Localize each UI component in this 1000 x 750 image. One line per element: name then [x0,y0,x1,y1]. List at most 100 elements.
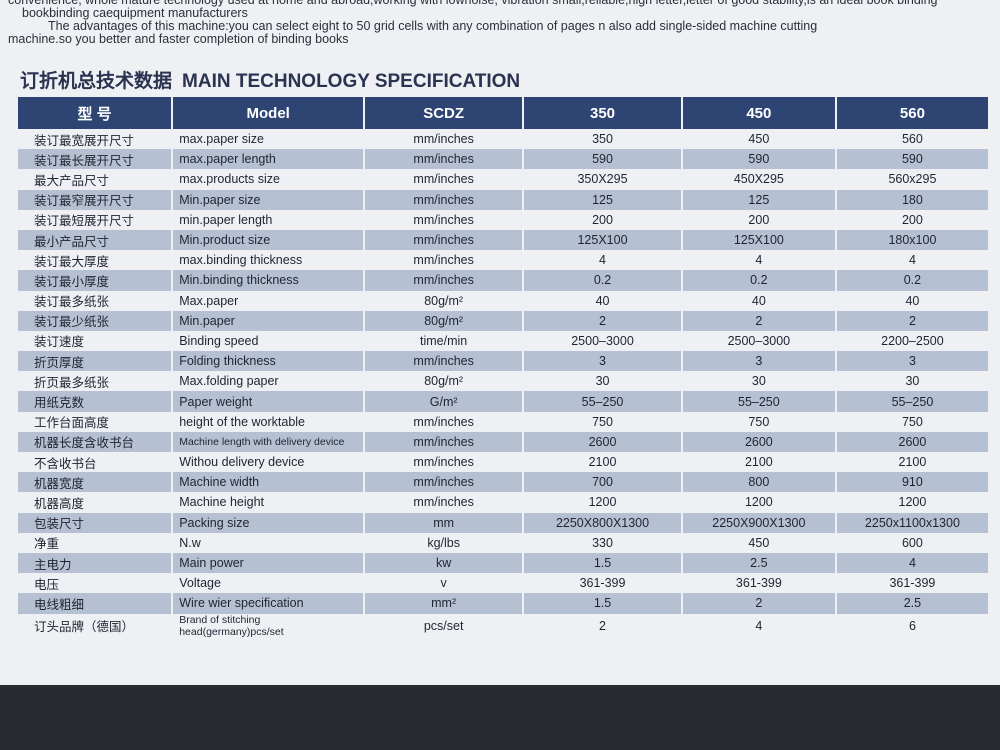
table-cell: 180 [835,189,991,210]
table-cell: 40 [835,290,991,311]
intro-line: convenience, whole mature technology use… [8,0,938,7]
table-row: 装订最短展开尺寸 min.paper length mm/inches 200 200 2… [18,209,991,230]
table-cell: 2100 [835,452,991,473]
table-cell: 3 [835,351,991,372]
table-row: 机器长度含收书台 Machine length with delivery dev… [18,431,991,452]
table-cell: 装订最长展开尺寸 [18,149,174,170]
table-row: 装订最少纸张 Min.paper 80g/m² 2 2 2 [18,310,991,331]
table-cell: Brand of stitching head(germany)pcs/set [172,613,366,638]
table-cell: 750 [681,411,837,432]
table-cell: mm/inches [364,229,525,251]
table-cell: 用纸克数 [18,391,174,412]
table-cell: 4 [681,250,837,271]
table-cell: 主电力 [18,552,174,574]
table-cell: 折页厚度 [18,351,174,372]
table-row: 机器高度 Machine height mm/inches 1200 1200 1200 [18,492,991,513]
intro-line: machine.so you better and faster complet… [8,32,349,46]
table-cell: 55–250 [835,391,991,412]
header-row: 型 号 Model SCDZ 350 450 560 [18,97,991,129]
table-cell: 125 [523,189,683,210]
table-cell: mm [364,512,525,533]
header-cell: 450 [681,97,837,129]
table-cell: pcs/set [364,613,525,638]
table-row: 电压 Voltage v 361-399 361-399 361-399 [18,573,991,594]
table-cell: 590 [681,149,837,170]
table-cell: Wire wier specification [172,593,366,614]
table-cell: 2 [681,593,837,614]
table-cell: 800 [681,472,837,493]
paper: convenience, whole mature technology use… [0,0,1000,685]
table-cell: 2 [835,310,991,331]
table-row: 订头品牌（德国） Brand of stitching head(germany)… [18,613,991,638]
table-row: 装订最窄展开尺寸 Min.paper size mm/inches 125 125 180 [18,189,991,210]
table-cell: 80g/m² [364,371,525,392]
table-cell: height of the worktable [172,411,366,432]
table-cell: 560 [835,129,991,150]
table-cell: mm/inches [364,189,525,210]
table-row: 折页最多纸张 Max.folding paper 80g/m² 30 30 30 [18,371,991,392]
table-cell: 6 [835,613,991,638]
table-cell: min.paper length [172,209,366,230]
table-cell: Min.paper [172,310,366,331]
table-row: 装订最大厚度 max.binding thickness mm/inches 4 4 4 [18,250,991,271]
table-cell: 2600 [681,431,837,452]
table-cell: 2500–3000 [523,330,683,352]
table-cell: 30 [681,371,837,392]
table-row: 工作台面高度 height of the worktable mm/inches 75… [18,411,991,432]
intro: convenience, whole mature technology use… [8,0,938,46]
table-cell: 2100 [523,452,683,473]
table-cell: 3 [523,351,683,372]
table-cell: 80g/m² [364,310,525,331]
table-row: 装订最多纸张 Max.paper 80g/m² 40 40 40 [18,290,991,311]
table-cell: 2 [523,613,683,638]
table-cell: 361-399 [681,573,837,594]
table-cell: 750 [835,411,991,432]
table-cell: 30 [835,371,991,392]
table-cell: 净重 [18,532,174,553]
table-row: 包装尺寸 Packing size mm 2250X800X1300 2250X900X… [18,512,991,533]
table-cell: 最小产品尺寸 [18,229,174,251]
table-cell: 450 [681,532,837,553]
table-cell: 450X295 [681,169,837,190]
table-cell: Min.paper size [172,189,366,210]
table-cell: G/m² [364,391,525,412]
table-cell: kg/lbs [364,532,525,553]
heading-chinese: 订折机总技术数据 [20,71,173,92]
table-cell: mm/inches [364,351,525,372]
table-cell: 3 [681,351,837,372]
table-cell: 700 [523,472,683,493]
table-cell: mm/inches [364,149,525,170]
table-cell: 361-399 [523,573,683,594]
table-cell: max.paper length [172,149,366,170]
table-cell: mm² [364,593,525,614]
table-cell: 机器宽度 [18,472,174,493]
table-row: 装订最长展开尺寸 max.paper length mm/inches 590 590 5… [18,149,991,170]
intro-line: bookbinding caequipment manufacturers [22,6,248,20]
table-cell: 机器长度含收书台 [18,431,174,452]
heading: 订折机总技术数据 MAIN TECHNOLOGY SPECIFICATION [20,66,520,93]
table-cell: 折页最多纸张 [18,371,174,392]
table-cell: 订头品牌（德国） [18,613,174,638]
table-cell: 1.5 [523,593,683,614]
table-cell: 560x295 [835,169,991,190]
table-cell: 0.2 [523,270,683,291]
table-cell: Folding thickness [172,351,366,372]
table-cell: Binding speed [172,330,366,352]
table-cell: 0.2 [681,270,837,291]
header-cell: 350 [523,97,683,129]
table-cell: 2.5 [681,552,837,574]
table-cell: kw [364,552,525,574]
table-cell: 350 [523,129,683,150]
table-cell: 590 [835,149,991,170]
table-cell: 30 [523,371,683,392]
table-cell: Min.binding thickness [172,270,366,291]
header-cell: SCDZ [364,97,525,129]
table-cell: 装订最少纸张 [18,310,174,331]
table-cell: 361-399 [835,573,991,594]
intro-line: The advantages of this machine:you can s… [48,19,818,33]
table-cell: 200 [523,209,683,230]
table-cell: 55–250 [523,391,683,412]
table-cell: mm/inches [364,270,525,291]
table-cell: 80g/m² [364,290,525,311]
